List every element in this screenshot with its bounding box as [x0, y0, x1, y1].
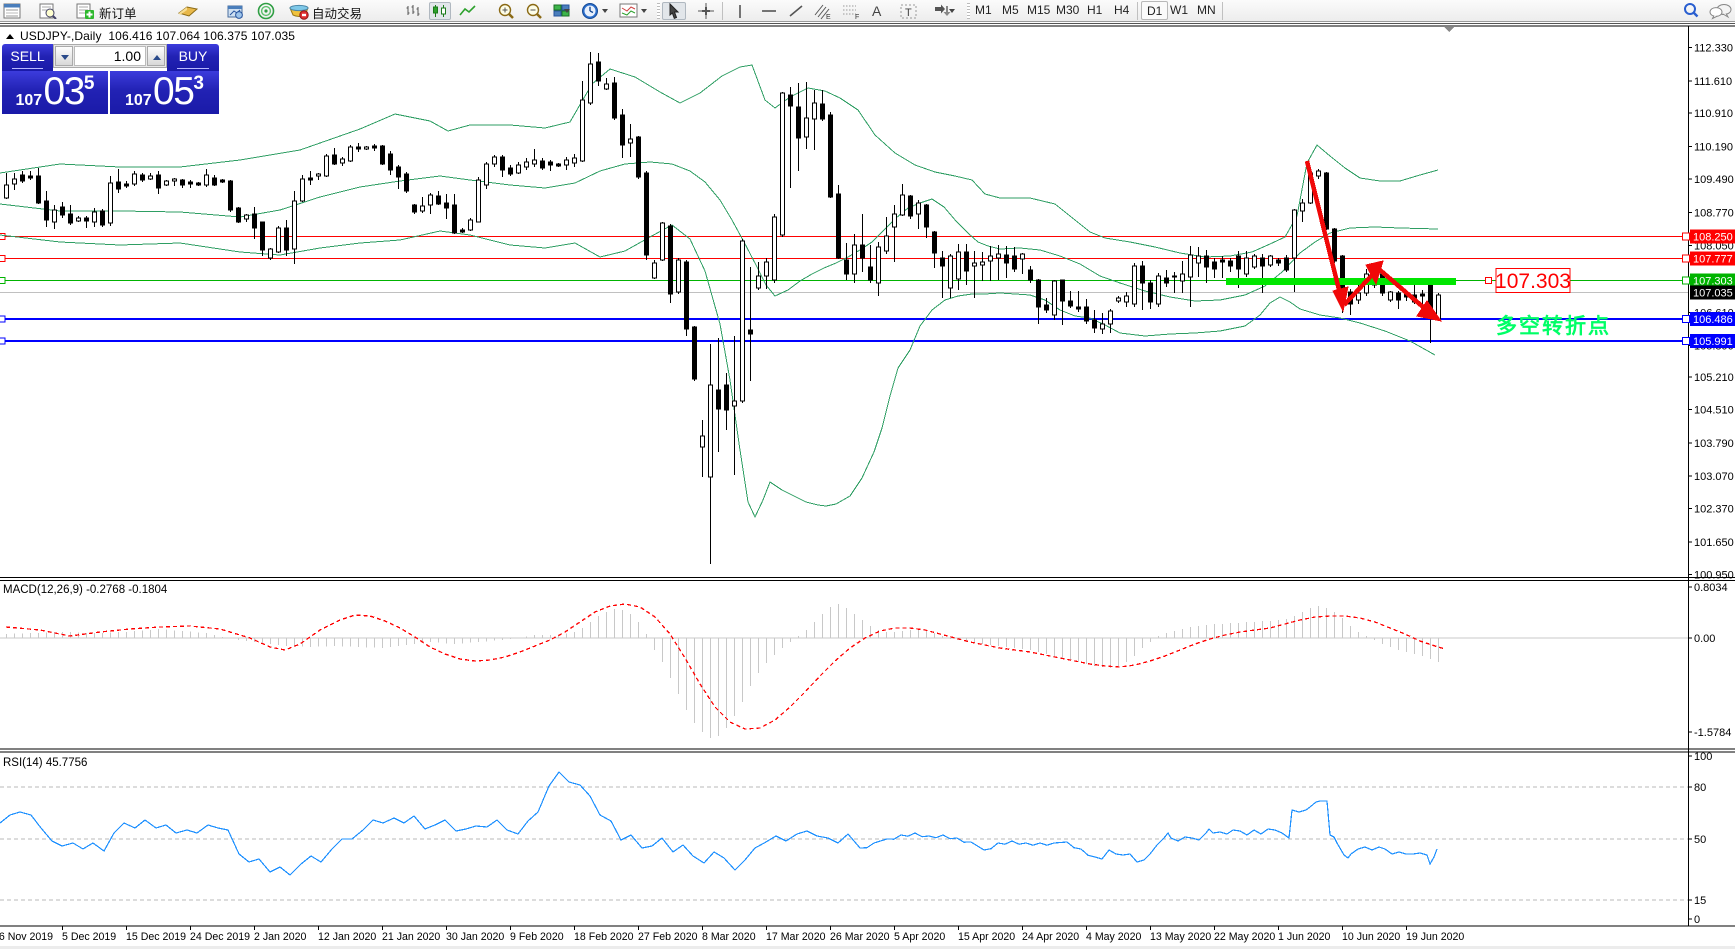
svg-text:110.910: 110.910 — [1694, 108, 1733, 120]
svg-text:103.790: 103.790 — [1694, 438, 1734, 450]
svg-text:15 Apr 2020: 15 Apr 2020 — [958, 931, 1015, 943]
svg-text:5 Dec 2019: 5 Dec 2019 — [62, 931, 116, 943]
svg-text:102.370: 102.370 — [1694, 504, 1734, 516]
svg-text:109.490: 109.490 — [1694, 174, 1734, 186]
svg-text:5 Apr 2020: 5 Apr 2020 — [894, 931, 945, 943]
svg-text:104.510: 104.510 — [1694, 405, 1734, 417]
svg-text:0.8034: 0.8034 — [1694, 582, 1728, 594]
svg-text:112.330: 112.330 — [1694, 43, 1733, 55]
svg-text:19 Jun 2020: 19 Jun 2020 — [1406, 931, 1464, 943]
svg-text:103.070: 103.070 — [1694, 471, 1734, 483]
svg-text:21 Jan 2020: 21 Jan 2020 — [382, 931, 440, 943]
svg-text:108.250: 108.250 — [1693, 232, 1733, 244]
svg-text:RSI(14) 45.7756: RSI(14) 45.7756 — [3, 757, 87, 769]
svg-text:105.210: 105.210 — [1694, 372, 1734, 384]
svg-text:26 Nov 2019: 26 Nov 2019 — [0, 931, 53, 943]
svg-text:101.650: 101.650 — [1694, 537, 1734, 549]
svg-text:111.610: 111.610 — [1694, 76, 1732, 88]
svg-text:24 Apr 2020: 24 Apr 2020 — [1022, 931, 1079, 943]
svg-text:1 Jun 2020: 1 Jun 2020 — [1278, 931, 1331, 943]
svg-text:13 May 2020: 13 May 2020 — [1150, 931, 1211, 943]
svg-text:24 Dec 2019: 24 Dec 2019 — [190, 931, 250, 943]
svg-text:0: 0 — [1694, 914, 1700, 926]
svg-text:E: E — [826, 14, 831, 20]
svg-text:27 Feb 2020: 27 Feb 2020 — [638, 931, 698, 943]
svg-text:15: 15 — [1694, 895, 1706, 907]
svg-text:15 Dec 2019: 15 Dec 2019 — [126, 931, 186, 943]
svg-text:26 Mar 2020: 26 Mar 2020 — [830, 931, 890, 943]
svg-text:105.991: 105.991 — [1693, 336, 1733, 348]
svg-text:22 May 2020: 22 May 2020 — [1214, 931, 1275, 943]
svg-text:107.303: 107.303 — [1495, 270, 1571, 293]
svg-text:10 Jun 2020: 10 Jun 2020 — [1342, 931, 1400, 943]
svg-text:17 Mar 2020: 17 Mar 2020 — [766, 931, 826, 943]
svg-text:107.777: 107.777 — [1693, 254, 1733, 266]
svg-text:12 Jan 2020: 12 Jan 2020 — [318, 931, 376, 943]
svg-text:4 May 2020: 4 May 2020 — [1086, 931, 1141, 943]
svg-text:107.303: 107.303 — [1693, 276, 1733, 288]
svg-text:100.950: 100.950 — [1694, 569, 1734, 581]
svg-text:18 Feb 2020: 18 Feb 2020 — [574, 931, 634, 943]
svg-text:110.190: 110.190 — [1694, 142, 1733, 154]
svg-text:100: 100 — [1694, 751, 1712, 763]
svg-text:108.770: 108.770 — [1694, 207, 1734, 219]
svg-text:9 Feb 2020: 9 Feb 2020 — [510, 931, 564, 943]
svg-text:多空转折点: 多空转折点 — [1496, 314, 1609, 338]
svg-text:0.00: 0.00 — [1694, 633, 1715, 645]
svg-text:108.050: 108.050 — [1694, 241, 1734, 253]
svg-text:T: T — [905, 7, 912, 19]
svg-text:107.035: 107.035 — [1693, 288, 1733, 300]
svg-text:2 Jan 2020: 2 Jan 2020 — [254, 931, 307, 943]
svg-text:-1.5784: -1.5784 — [1694, 727, 1731, 739]
svg-text:8 Mar 2020: 8 Mar 2020 — [702, 931, 756, 943]
svg-text:50: 50 — [1694, 834, 1706, 846]
svg-text:80: 80 — [1694, 782, 1706, 794]
svg-text:30 Jan 2020: 30 Jan 2020 — [446, 931, 504, 943]
svg-text:MACD(12,26,9) -0.2768 -0.1804: MACD(12,26,9) -0.2768 -0.1804 — [3, 584, 168, 596]
svg-text:106.486: 106.486 — [1693, 314, 1733, 326]
svg-text:F: F — [855, 14, 859, 20]
